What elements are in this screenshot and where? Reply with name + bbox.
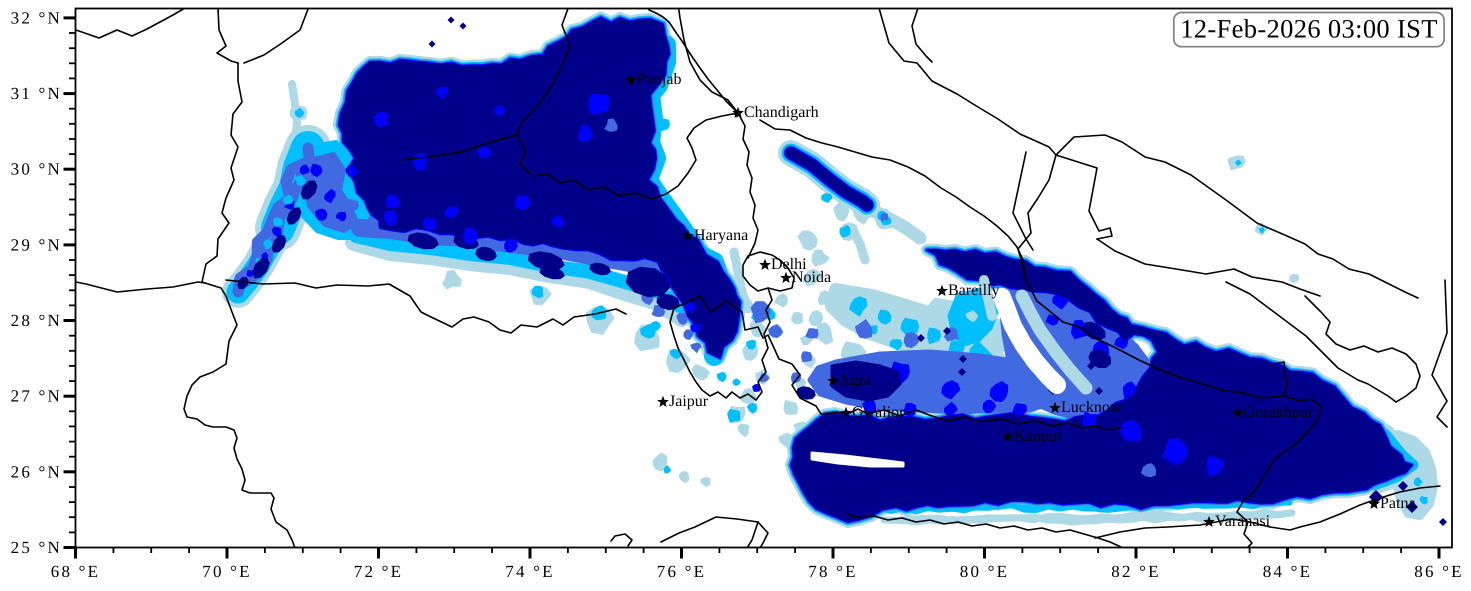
svg-text:25 °N: 25 °N	[11, 538, 62, 557]
svg-text:68 °E: 68 °E	[51, 562, 100, 581]
svg-text:74 °E: 74 °E	[505, 562, 554, 581]
svg-text:Delhi: Delhi	[771, 256, 807, 273]
svg-text:12-Feb-2026 03:00 IST: 12-Feb-2026 03:00 IST	[1180, 14, 1438, 44]
svg-text:30 °N: 30 °N	[11, 160, 62, 179]
svg-text:80 °E: 80 °E	[960, 562, 1009, 581]
svg-text:84 °E: 84 °E	[1263, 562, 1312, 581]
svg-text:27 °N: 27 °N	[11, 387, 62, 406]
svg-text:82 °E: 82 °E	[1111, 562, 1160, 581]
svg-text:26 °N: 26 °N	[11, 462, 62, 481]
svg-text:Agra: Agra	[839, 372, 871, 389]
svg-text:29 °N: 29 °N	[11, 235, 62, 254]
svg-text:86 °E: 86 °E	[1414, 562, 1463, 581]
svg-text:Jaipur: Jaipur	[669, 393, 709, 410]
svg-text:Chandigarh: Chandigarh	[744, 104, 819, 121]
svg-text:32 °N: 32 °N	[11, 8, 62, 27]
svg-text:Kanpur: Kanpur	[1014, 428, 1063, 445]
svg-text:Gorakhpur: Gorakhpur	[1244, 404, 1314, 421]
svg-text:Punjab: Punjab	[637, 71, 681, 88]
svg-text:Patna: Patna	[1380, 495, 1416, 512]
svg-text:76 °E: 76 °E	[657, 562, 706, 581]
svg-text:Varanasi: Varanasi	[1215, 513, 1271, 530]
svg-text:Haryana: Haryana	[694, 227, 748, 244]
svg-text:31 °N: 31 °N	[11, 84, 62, 103]
svg-text:Gwalior: Gwalior	[852, 404, 905, 421]
svg-text:Bareilly: Bareilly	[948, 282, 1000, 299]
svg-text:78 °E: 78 °E	[808, 562, 857, 581]
svg-text:72 °E: 72 °E	[354, 562, 403, 581]
svg-text:Lucknow: Lucknow	[1061, 399, 1122, 416]
svg-text:Noida: Noida	[792, 269, 831, 286]
svg-text:70 °E: 70 °E	[202, 562, 251, 581]
svg-text:28 °N: 28 °N	[11, 311, 62, 330]
